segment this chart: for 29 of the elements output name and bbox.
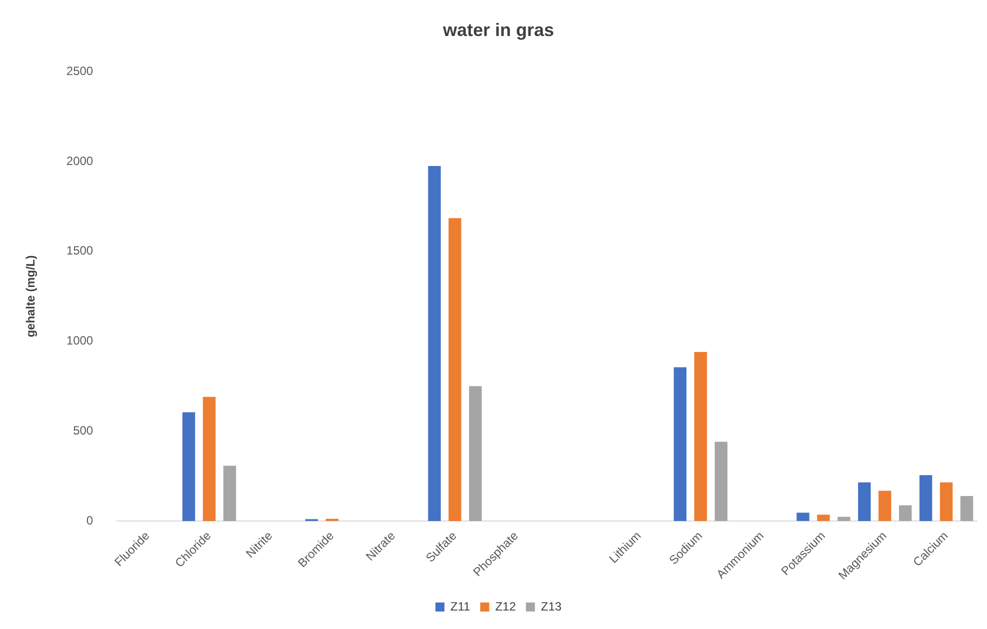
y-tick-label: 2000 [66,154,94,168]
bar [202,396,216,521]
bar [714,442,728,521]
y-tick-label: 500 [73,423,94,438]
bar [838,516,850,521]
bar [428,166,441,521]
bar [817,514,830,521]
bar [448,218,462,521]
y-tick-label: 1000 [66,334,94,348]
bar [940,482,953,521]
bar [796,512,810,521]
bar [919,475,932,521]
y-axis-title: gehalte (mg/L) [24,255,38,338]
bar [694,352,707,521]
bar [223,466,236,521]
legend-label: Z12 [495,599,516,614]
bar [469,386,482,521]
bar [182,412,196,521]
y-tick-label: 2500 [66,64,94,78]
y-tick-label: 0 [86,513,94,528]
bar [858,482,871,521]
legend-label: Z13 [540,599,562,614]
bar [878,490,892,521]
chart-title: water in gras [442,20,554,40]
legend-label: Z11 [450,599,471,614]
bar [898,505,912,521]
bar [960,496,974,521]
bar [674,367,686,521]
y-tick-label: 1500 [66,244,94,258]
